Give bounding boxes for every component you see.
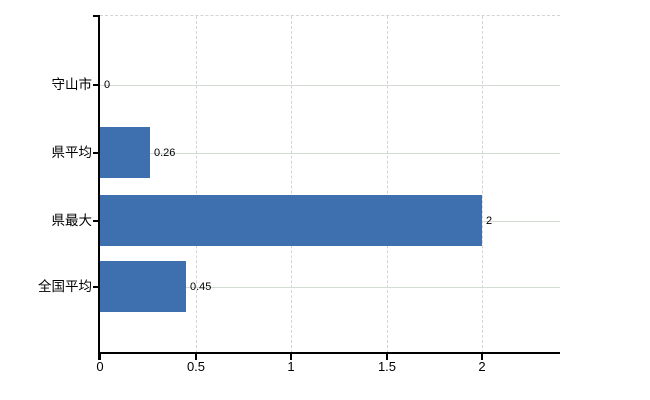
category-tick-label: 県平均: [51, 145, 93, 160]
category-tick-label: 県最大: [51, 213, 93, 228]
x-tick: [290, 354, 292, 360]
x-tick: [195, 354, 197, 360]
y-axis-top-tick: [93, 15, 98, 17]
vertical-gridline: [482, 16, 483, 353]
bar: [100, 127, 150, 178]
x-axis: [98, 352, 560, 354]
x-tick-label: 2: [478, 359, 486, 374]
vertical-gridline: [291, 16, 292, 353]
vertical-gridline: [196, 16, 197, 353]
horizontal-gridline: [100, 153, 560, 154]
x-tick: [386, 354, 388, 360]
value-label: 0.45: [190, 281, 212, 293]
category-tick: [93, 286, 98, 288]
value-label: 2: [486, 215, 493, 227]
x-tick: [99, 354, 101, 360]
x-tick-label: 0: [96, 359, 104, 374]
category-tick: [93, 220, 98, 222]
x-tick-label: 0.5: [186, 359, 206, 374]
category-tick: [93, 152, 98, 154]
category-tick-label: 守山市: [51, 77, 93, 92]
bar: [100, 195, 482, 246]
y-axis: [98, 15, 100, 360]
x-tick-label: 1: [287, 359, 295, 374]
x-tick-label: 1.5: [377, 359, 397, 374]
value-label: 0: [104, 79, 111, 91]
horizontal-gridline: [100, 85, 560, 86]
category-tick: [93, 84, 98, 86]
value-label: 0.26: [154, 147, 176, 159]
bar: [100, 261, 186, 312]
vertical-gridline: [387, 16, 388, 353]
category-tick-label: 全国平均: [38, 279, 92, 294]
plot-top-border: [100, 15, 560, 16]
horizontal-gridline: [100, 287, 560, 288]
x-tick: [481, 354, 483, 360]
